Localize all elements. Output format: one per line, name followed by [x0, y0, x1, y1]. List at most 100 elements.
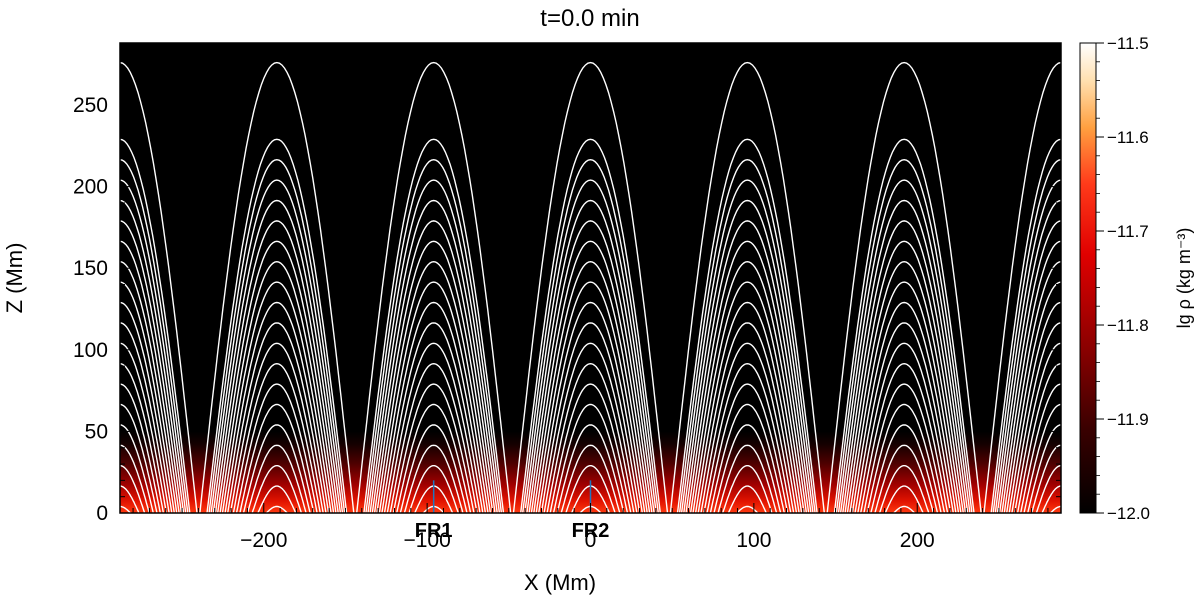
field-line: [992, 158, 1061, 513]
colorbar-label: lg ρ (kg m⁻³): [1174, 228, 1194, 329]
field-line: [376, 260, 492, 513]
colorbar-tick-label: −11.9: [1107, 410, 1149, 429]
field-line: [533, 260, 648, 513]
field-line: [983, 61, 1061, 513]
field-line: [874, 444, 935, 513]
field-line: [540, 322, 641, 513]
x-tick-label: 100: [736, 529, 771, 552]
field-line: [363, 138, 505, 513]
field-line: [208, 158, 346, 513]
field-line: [120, 444, 150, 513]
field-line: [1013, 342, 1061, 513]
field-line: [1003, 260, 1061, 513]
field-line: [535, 281, 646, 513]
field-line: [998, 220, 1061, 513]
field-line: [683, 199, 812, 513]
x-tick-label: −100: [403, 529, 450, 552]
field-line: [676, 138, 818, 513]
field-line: [706, 383, 789, 513]
field-line: [694, 301, 800, 513]
field-line: [120, 383, 161, 513]
colorbar: −12.0 −11.9 −11.8 −11.7 −11.6 −11.5 lg ρ (kg …: [1079, 34, 1194, 523]
field-line: [994, 179, 1061, 513]
field-line: [365, 158, 503, 513]
field-line: [689, 260, 805, 513]
field-line: [210, 179, 344, 513]
field-line: [120, 199, 185, 513]
field-line: [860, 362, 949, 513]
field-line: [851, 301, 957, 513]
field-line: [403, 444, 464, 513]
field-line: [221, 281, 332, 513]
field-line: [120, 403, 158, 513]
field-line: [727, 485, 767, 513]
x-axis-label: X (Mm): [524, 570, 596, 595]
field-line: [378, 281, 489, 513]
field-line: [722, 465, 773, 513]
field-line: [120, 322, 170, 513]
x-tick-label: 200: [900, 529, 935, 552]
y-axis-ticks: 0 50 100 150 200 250: [73, 55, 1061, 525]
field-line: [214, 220, 339, 513]
field-line: [1016, 362, 1061, 513]
flux-rope-markers: FR1 FR2: [415, 480, 609, 542]
field-line: [546, 362, 635, 513]
field-line: [1001, 240, 1061, 513]
field-line: [219, 260, 335, 513]
field-line: [530, 240, 651, 513]
field-line: [863, 383, 946, 513]
field-line: [246, 444, 307, 513]
field-line: [1041, 485, 1061, 513]
field-line: [835, 158, 973, 513]
field-line: [381, 301, 487, 513]
field-line: [552, 403, 629, 513]
field-line: [251, 465, 303, 513]
field-line: [257, 485, 297, 513]
field-line: [846, 260, 962, 513]
field-line: [1023, 403, 1061, 513]
field-line: [369, 199, 498, 513]
field-line: [367, 179, 501, 513]
field-line: [1050, 505, 1061, 513]
field-line: [120, 138, 191, 513]
field-line: [389, 362, 478, 513]
field-line: [878, 465, 930, 513]
field-line: [232, 362, 321, 513]
field-line: [857, 342, 952, 513]
field-line: [199, 61, 355, 513]
field-line: [206, 138, 348, 513]
field-line: [528, 220, 653, 513]
field-line: [538, 301, 643, 513]
field-line: [1027, 424, 1061, 513]
y-tick-label: 200: [73, 176, 108, 199]
x-tick-label: −200: [240, 529, 287, 552]
field-line: [120, 362, 165, 513]
field-line: [120, 240, 180, 513]
field-line: [560, 444, 621, 513]
field-line: [717, 444, 778, 513]
field-line: [408, 465, 459, 513]
field-line: [870, 424, 939, 513]
field-line: [854, 322, 954, 513]
field-line: [235, 383, 318, 513]
x-tick-label: 0: [585, 529, 597, 552]
field-line: [212, 199, 342, 513]
field-line: [678, 158, 816, 513]
field-line: [669, 61, 825, 513]
field-line: [1006, 281, 1061, 513]
y-tick-label: 50: [85, 420, 108, 443]
field-line: [120, 465, 146, 513]
field-line: [120, 505, 131, 513]
field-line: [399, 424, 468, 513]
field-line: [692, 281, 803, 513]
field-line: [833, 138, 975, 513]
colorbar-tick-label: −11.5: [1107, 34, 1149, 53]
field-line: [543, 342, 638, 513]
field-line: [120, 220, 183, 513]
y-tick-label: 150: [73, 257, 108, 280]
field-line: [512, 61, 669, 513]
field-line: [680, 179, 814, 513]
colorbar-tick-label: −11.6: [1107, 128, 1149, 147]
y-tick-label: 0: [96, 502, 108, 525]
field-line: [709, 403, 785, 513]
